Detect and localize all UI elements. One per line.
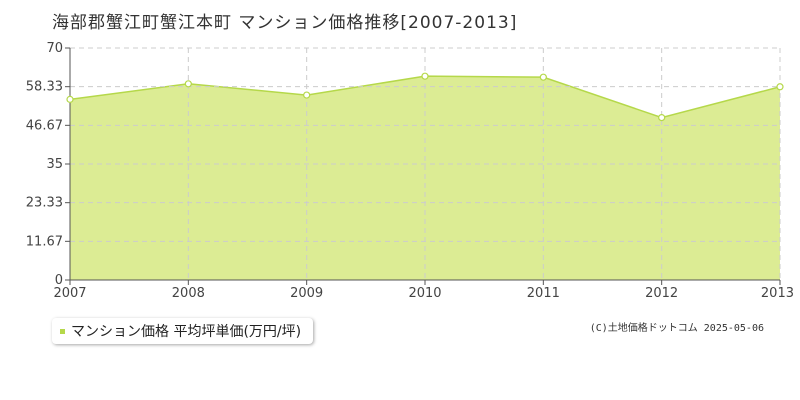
- y-tick-label: 11.67: [26, 234, 63, 249]
- legend-label: マンション価格 平均坪単価(万円/坪): [71, 324, 302, 340]
- y-tick-label: 46.67: [26, 118, 63, 133]
- legend-swatch: [60, 328, 65, 334]
- data-point: [421, 72, 429, 80]
- y-tick-label: 23.33: [26, 196, 63, 211]
- chart-title: 海部郡蟹江町蟹江本町 マンション価格推移[2007-2013]: [52, 13, 518, 33]
- data-points: [66, 72, 784, 122]
- copyright-text: (C)土地価格ドットコム 2025-05-06: [589, 323, 764, 334]
- y-tick-label: 0: [55, 273, 63, 288]
- data-point: [776, 83, 784, 91]
- y-tick-label: 70: [46, 41, 63, 56]
- y-tick-label: 35: [46, 157, 63, 172]
- x-tick-label: 2011: [527, 286, 560, 301]
- data-point: [658, 113, 666, 122]
- y-tick-label: 58.33: [26, 80, 63, 95]
- x-tick-label: 2008: [172, 286, 205, 301]
- data-point: [303, 91, 311, 99]
- tick-labels: 0 11.67 23.33 35 46.67 58.33 70 2007 2008 2009 201…: [26, 41, 794, 301]
- x-tick-label: 2007: [53, 286, 86, 301]
- data-point: [184, 80, 192, 88]
- data-point: [539, 73, 547, 81]
- x-tick-label: 2013: [761, 286, 794, 301]
- legend: マンション価格 平均坪単価(万円/坪): [52, 318, 314, 344]
- x-tick-label: 2009: [290, 286, 323, 301]
- axes: [65, 47, 781, 285]
- x-tick-label: 2010: [408, 286, 441, 301]
- x-tick-label: 2012: [645, 286, 678, 301]
- data-point: [66, 95, 74, 103]
